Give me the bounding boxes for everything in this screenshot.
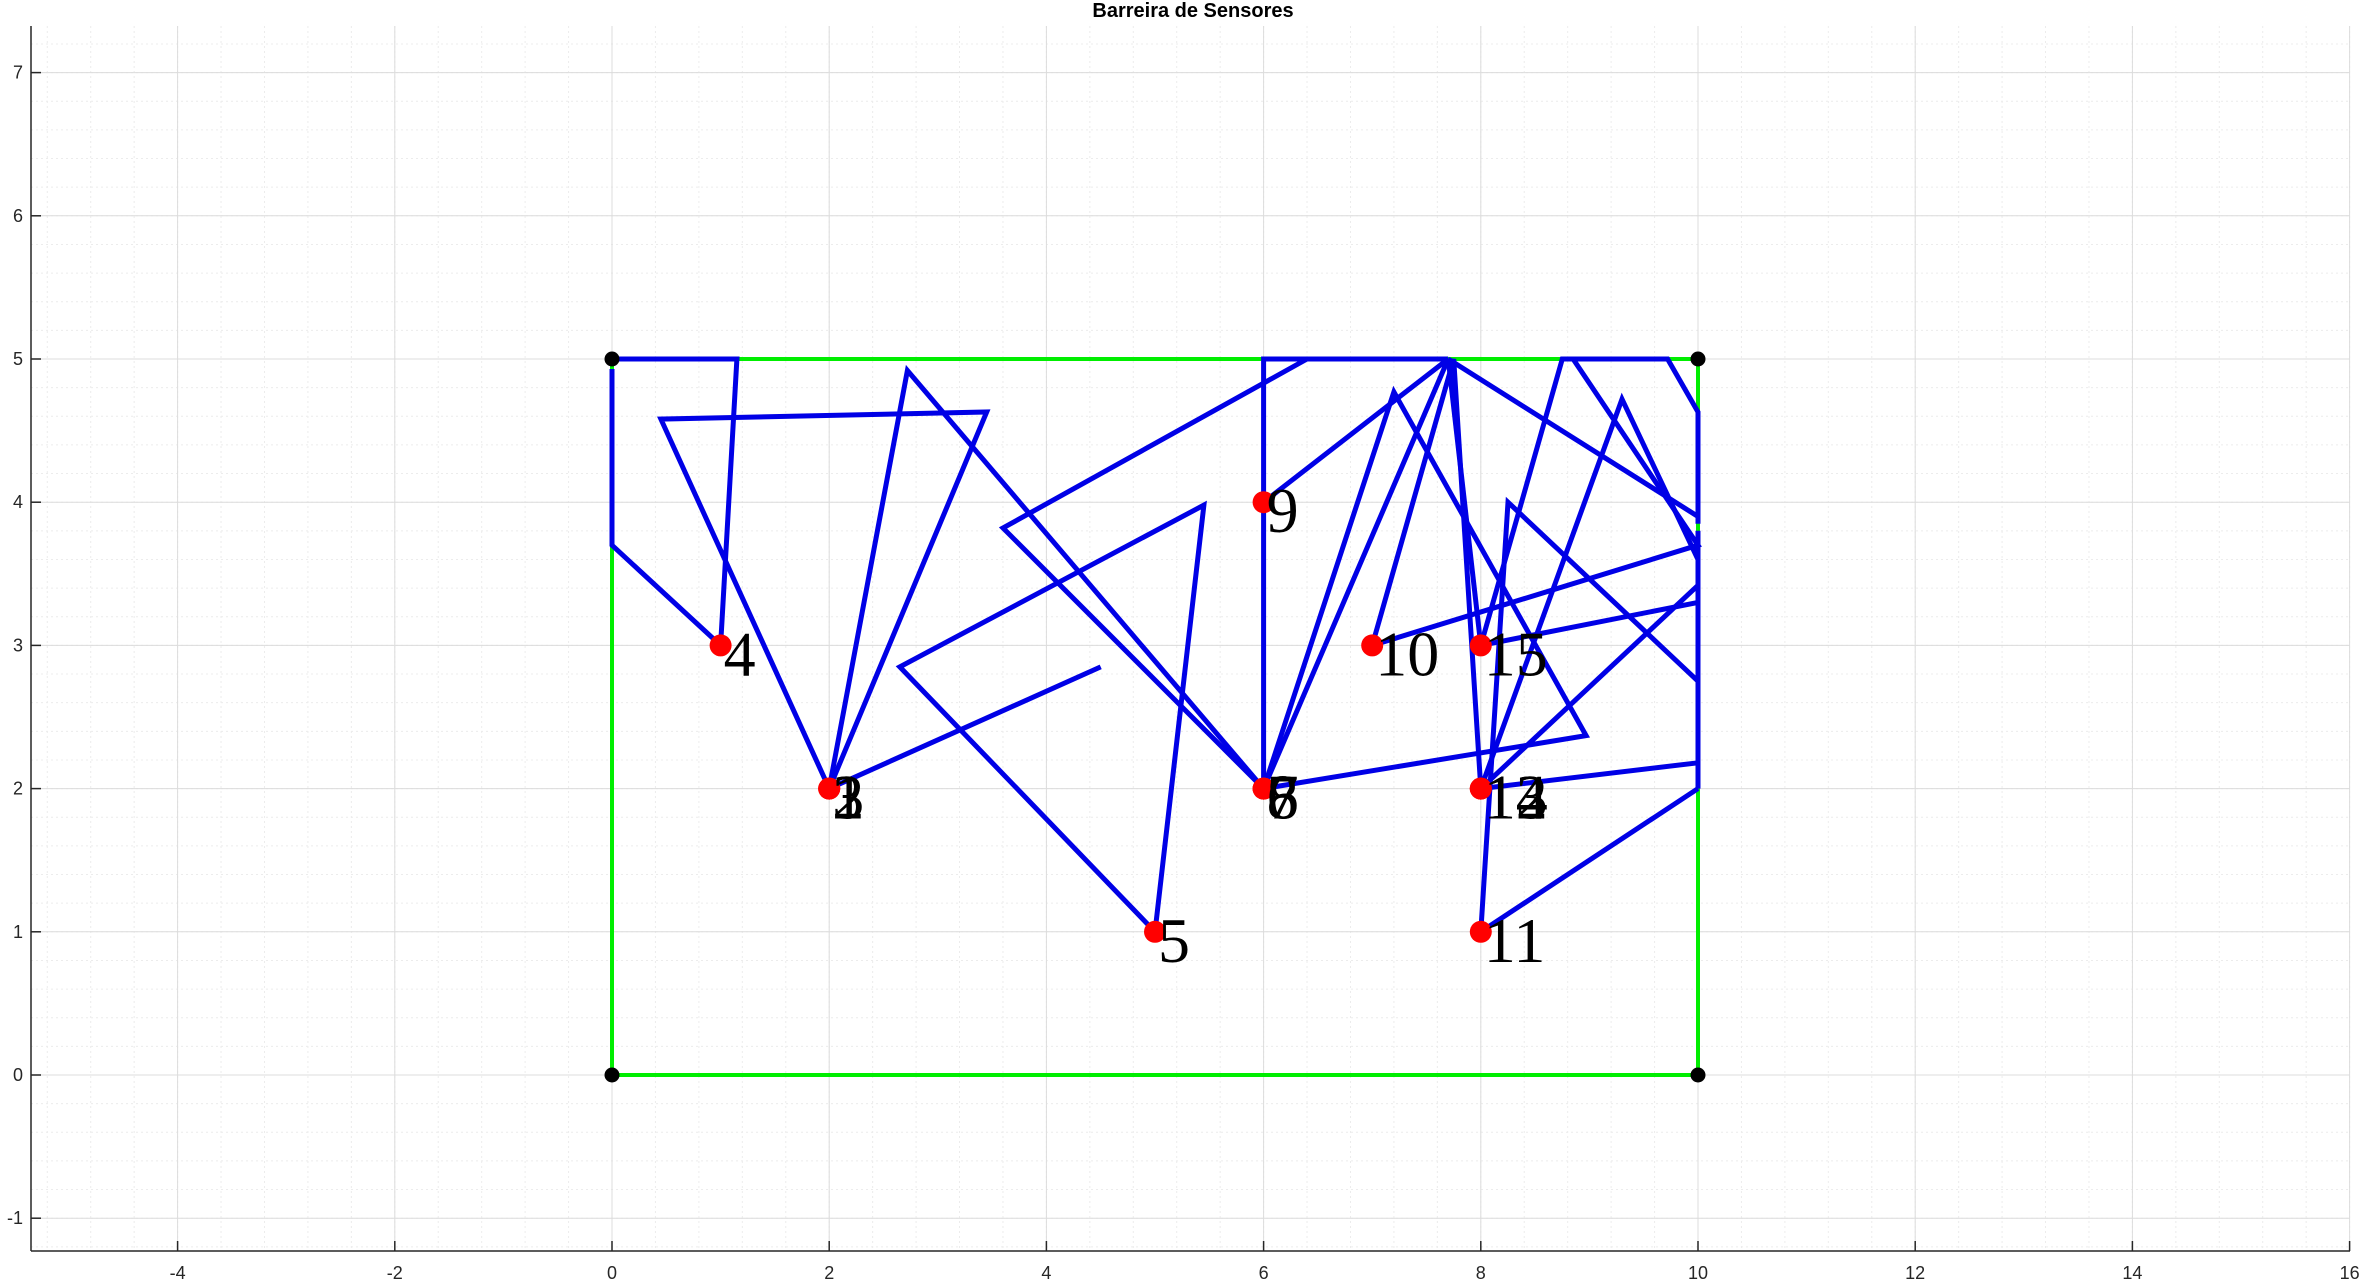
sensor-label-3: 3: [832, 762, 864, 833]
path-line-5: [828, 664, 1102, 791]
y-tick-label: 7: [13, 63, 23, 83]
x-tick-label: 6: [1259, 1263, 1269, 1283]
sensor-label-6: 6: [1267, 762, 1299, 833]
sensor-label-1: 1: [832, 762, 864, 833]
path-line-13: [1446, 356, 1700, 519]
path-line-16: [1480, 599, 1699, 648]
y-tick-label: -1: [7, 1208, 23, 1228]
sensor-label-10: 10: [1375, 618, 1439, 689]
x-tick-label: 14: [2122, 1263, 2142, 1283]
x-tick-label: -4: [170, 1263, 186, 1283]
path-series: [609, 356, 1702, 934]
path-line-9: [1261, 385, 1591, 792]
corner-marker-4: [604, 351, 620, 367]
y-tick-label: 4: [13, 492, 23, 512]
sensor-label-11: 11: [1484, 905, 1546, 976]
sensor-label-14: 14: [1484, 762, 1548, 833]
x-tick-label: 12: [1905, 1263, 1925, 1283]
sensor-label-15: 15: [1484, 618, 1548, 689]
corner-marker-1: [604, 1067, 620, 1083]
sensor-label-5: 5: [1158, 905, 1190, 976]
chart-title: Barreira de Sensores: [1092, 0, 1293, 22]
path-line-19: [1480, 760, 1699, 792]
corner-points: [604, 351, 1706, 1083]
path-line-2: [612, 356, 740, 646]
sensor-marker-10: [1361, 634, 1384, 657]
y-tick-label: 0: [13, 1065, 23, 1085]
x-tick-label: 16: [2340, 1263, 2360, 1283]
y-tick-label: 3: [13, 635, 23, 655]
sensor-label-8: 8: [1267, 762, 1299, 833]
y-tick-label: 6: [13, 206, 23, 226]
path-line-6: [895, 500, 1207, 934]
sensor-marker-9: [1252, 491, 1275, 514]
sensor-marker-14: [1469, 777, 1492, 800]
sensor-points: [709, 491, 1492, 943]
path-line-15: [1478, 356, 1701, 647]
path-line-4: [826, 364, 1266, 791]
sensor-label-2: 2: [832, 762, 864, 833]
sensor-label-9: 9: [1267, 475, 1299, 546]
x-tick-label: 8: [1476, 1263, 1486, 1283]
path-line-3: [657, 409, 991, 790]
sensor-marker-11: [1469, 920, 1492, 943]
axes: [30, 26, 2351, 1252]
x-tick-label: -2: [387, 1263, 403, 1283]
y-tick-label: 1: [13, 922, 23, 942]
sensor-marker-4: [709, 634, 732, 657]
sensor-marker-8: [1252, 777, 1275, 800]
y-tick-label: 5: [13, 349, 23, 369]
path-line-17: [1478, 392, 1701, 790]
sensor-marker-3: [818, 777, 841, 800]
sensor-label-4: 4: [724, 618, 756, 689]
sensor-label-12: 12: [1484, 762, 1548, 833]
path-line-21: [1479, 786, 1700, 934]
x-tick-label: 4: [1041, 1263, 1051, 1283]
path-line-1: [609, 369, 723, 648]
path-line-18: [1479, 583, 1700, 791]
corner-marker-3: [1690, 351, 1706, 367]
x-tick-label: 0: [607, 1263, 617, 1283]
sensor-marker-15: [1469, 634, 1492, 657]
sensor-label-7: 7: [1267, 762, 1299, 833]
path-line-11: [1369, 358, 1484, 789]
sensor-marker-5: [1144, 920, 1166, 943]
path-line-20: [1478, 496, 1700, 932]
y-tick-label: 2: [13, 779, 23, 799]
x-tick-label: 2: [824, 1263, 834, 1283]
path-line-14: [1445, 358, 1484, 646]
corner-marker-2: [1690, 1067, 1706, 1083]
sensor-label-13: 13: [1484, 762, 1548, 833]
x-tick-label: 10: [1688, 1263, 1708, 1283]
path-line-10: [1261, 357, 1451, 790]
path-line-7: [998, 356, 1309, 791]
